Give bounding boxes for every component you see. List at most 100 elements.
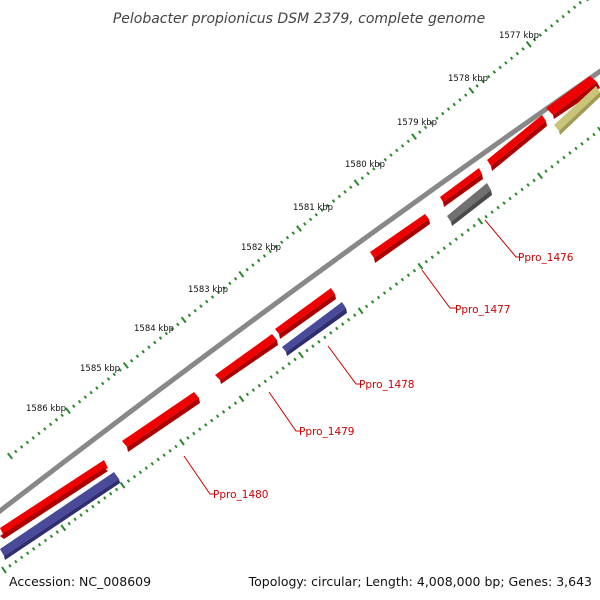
gene-feature-blue-1[interactable] bbox=[0, 472, 120, 560]
gene-feature-blue-2[interactable] bbox=[282, 302, 347, 356]
inner-scale-tick-49 bbox=[293, 357, 297, 362]
outer-scale-tick-13 bbox=[83, 395, 88, 399]
outer-scale-tick-62 bbox=[366, 171, 370, 176]
outer-scale-tick-47 bbox=[280, 240, 284, 245]
gene-feature-red-5[interactable] bbox=[370, 214, 430, 263]
outer-scale-tick-20 bbox=[122, 361, 129, 369]
gene-feature-red-8[interactable] bbox=[546, 76, 600, 119]
outer-scale-tick-41 bbox=[245, 267, 249, 272]
inner-scale-tick-9 bbox=[55, 530, 60, 534]
inner-scale-tick-14 bbox=[85, 509, 89, 513]
inner-scale-tick-75 bbox=[448, 241, 452, 246]
outer-scale-tick-90 bbox=[525, 40, 532, 48]
inner-scale-tick-3 bbox=[20, 555, 24, 560]
outer-scale-tick-6 bbox=[43, 427, 47, 431]
gene-label-ppro-1479[interactable]: Ppro_1479 bbox=[299, 426, 354, 438]
inner-scale-tick-70 bbox=[417, 262, 424, 270]
inner-scale-tick-67 bbox=[400, 277, 405, 282]
gene-feature-red-3[interactable] bbox=[215, 334, 278, 384]
inner-scale-tick-98 bbox=[586, 137, 590, 142]
inner-scale-tick-22 bbox=[132, 474, 137, 479]
inner-scale-tick-36 bbox=[215, 414, 220, 418]
outer-scale-tick-27 bbox=[164, 331, 168, 336]
inner-scale-tick-32 bbox=[192, 431, 196, 436]
outer-scale-tick-84 bbox=[492, 70, 497, 74]
gene-label-ppro-1478[interactable]: Ppro_1478 bbox=[359, 379, 414, 391]
outer-scale-tick-38 bbox=[228, 281, 232, 286]
outer-scale-tick-63 bbox=[372, 167, 376, 171]
inner-scale-tick-66 bbox=[394, 282, 399, 286]
inner-scale-tick-76 bbox=[454, 237, 458, 241]
outer-scale-tick-56 bbox=[331, 199, 336, 203]
inner-scale-tick-80 bbox=[477, 217, 484, 225]
gene-feature-red-7[interactable] bbox=[487, 115, 547, 171]
inner-scale-tick-55 bbox=[329, 331, 333, 335]
gene-feature-red-1[interactable] bbox=[0, 460, 108, 539]
outer-scale-tick-96 bbox=[561, 14, 565, 19]
outer-scale-tick-44 bbox=[262, 254, 267, 258]
outer-scale-tick-59 bbox=[349, 185, 353, 190]
gene-label-ppro-1480[interactable]: Ppro_1480 bbox=[213, 489, 268, 501]
inner-scale-tick-93 bbox=[556, 160, 560, 164]
inner-scale-tick-34 bbox=[204, 423, 208, 427]
outer-scale-tick-18 bbox=[112, 372, 116, 377]
outer-scale-tick-31 bbox=[187, 313, 192, 318]
gene-feature-red-6[interactable] bbox=[440, 168, 483, 207]
inner-scale-tick-27 bbox=[162, 453, 166, 457]
outer-scale-tick-32 bbox=[193, 308, 197, 313]
gene-feature-red-2[interactable] bbox=[122, 392, 200, 452]
inner-scale-tick-94 bbox=[562, 155, 566, 160]
outer-scale-tick-55 bbox=[326, 203, 330, 208]
outer-scale-tick-5 bbox=[37, 431, 41, 436]
outer-scale-tick-100 bbox=[586, 0, 589, 2]
topology-text: Topology: circular; Length: 4,008,000 bp… bbox=[248, 574, 592, 589]
outer-scale-tick-36 bbox=[216, 290, 220, 295]
inner-scale-tick-47 bbox=[281, 366, 285, 370]
gene-feature-olive[interactable] bbox=[554, 86, 600, 135]
inner-scale-tick-16 bbox=[97, 500, 101, 505]
outer-scale-tick-9 bbox=[60, 413, 64, 418]
gene-feature-gray[interactable] bbox=[447, 183, 492, 226]
outer-scale-tick-82 bbox=[481, 79, 485, 84]
inner-scale-tick-6 bbox=[37, 542, 42, 547]
inner-scale-tick-85 bbox=[508, 196, 512, 201]
inner-scale-tick-71 bbox=[424, 259, 429, 264]
inner-scale-tick-59 bbox=[352, 313, 357, 317]
inner-scale-tick-10 bbox=[60, 524, 67, 532]
inner-scale-tick-43 bbox=[257, 383, 262, 388]
outer-scale-tick-4 bbox=[31, 436, 35, 440]
outer-scale-tick-45 bbox=[268, 249, 272, 254]
inner-scale-tick-17 bbox=[103, 496, 107, 500]
inner-scale-tick-41 bbox=[245, 392, 250, 397]
scale-label-9: 1586 kbp bbox=[26, 404, 66, 414]
inner-scale-tick-11 bbox=[67, 521, 71, 526]
inner-scale-tick-73 bbox=[436, 250, 441, 255]
outer-scale-tick-86 bbox=[504, 61, 508, 65]
inner-scale-tick-13 bbox=[79, 513, 83, 517]
gene-feature-red-4[interactable] bbox=[275, 288, 336, 339]
inner-scale-tick-4 bbox=[25, 551, 30, 555]
outer-scale-tick-93 bbox=[544, 28, 548, 33]
outer-scale-tick-94 bbox=[549, 24, 554, 28]
inner-scale-tick-29 bbox=[174, 444, 178, 449]
map-title: Pelobacter propionicus DSM 2379, complet… bbox=[113, 11, 485, 27]
label-leaders bbox=[183, 219, 520, 495]
inner-scale-tick-89 bbox=[532, 178, 536, 183]
outer-scale-tick-19 bbox=[118, 368, 122, 372]
inner-scale-tick-92 bbox=[550, 164, 554, 169]
outer-scale-tick-12 bbox=[77, 399, 82, 404]
outer-scale-tick-14 bbox=[89, 390, 93, 395]
gene-label-ppro-1476[interactable]: Ppro_1476 bbox=[518, 252, 574, 264]
outer-scale-tick-67 bbox=[395, 148, 399, 153]
inner-scale-tick-31 bbox=[186, 436, 190, 440]
outer-scale-tick-52 bbox=[308, 217, 313, 222]
outer-scale-tick-88 bbox=[515, 51, 520, 56]
scale-label-2: 1579 kbp bbox=[397, 118, 437, 128]
inner-scale-tick-87 bbox=[520, 187, 524, 192]
outer-scale-tick-25 bbox=[153, 340, 157, 345]
outer-scale-tick-17 bbox=[106, 377, 111, 381]
scale-label-5: 1582 kbp bbox=[241, 243, 281, 253]
scale-label-0: 1577 kbp bbox=[499, 31, 539, 41]
outer-scale-tick-92 bbox=[538, 33, 542, 37]
gene-label-ppro-1477[interactable]: Ppro_1477 bbox=[455, 304, 510, 316]
